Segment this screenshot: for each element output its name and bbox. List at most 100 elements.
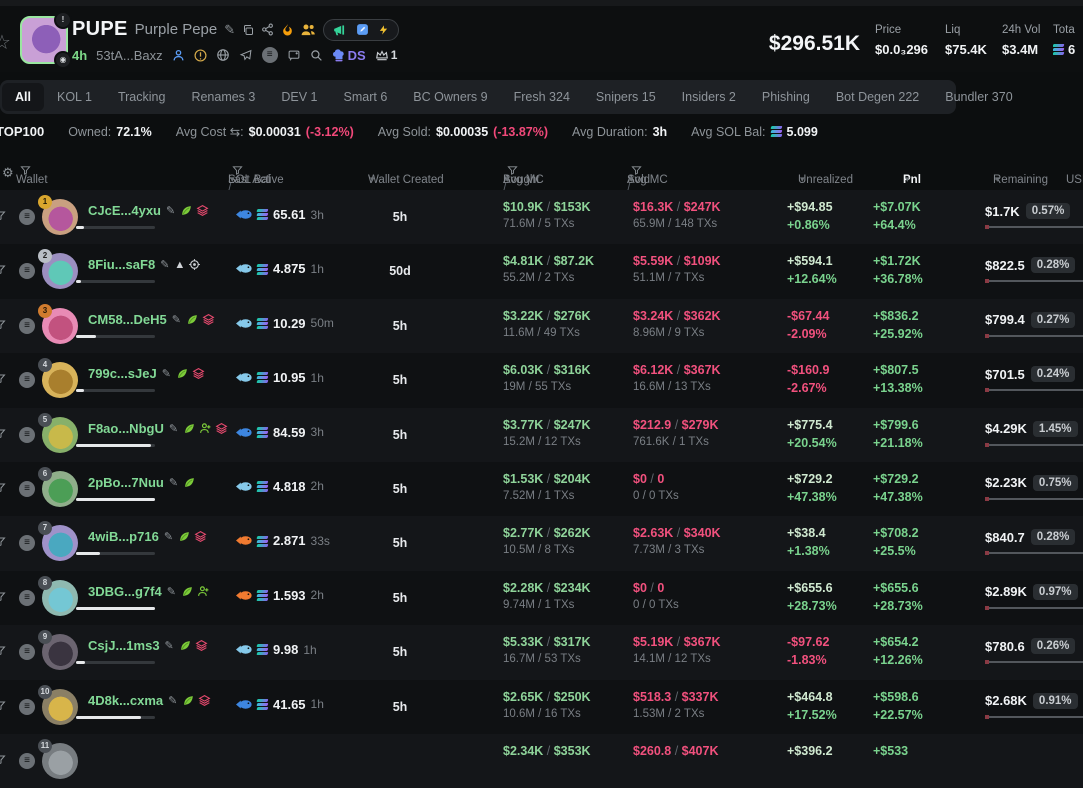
explorer-list-icon[interactable]: ≡ (19, 480, 35, 497)
tab-fresh-324[interactable]: Fresh 324 (513, 90, 570, 104)
filter-icon[interactable] (20, 165, 31, 176)
wallet-avatar[interactable]: 8 (38, 575, 78, 616)
row-filter-icon[interactable] (0, 210, 6, 222)
edit-icon[interactable]: ✎ (168, 694, 178, 707)
table-row[interactable]: ≡ 5 F8ao...NbgU ✎ 84.59 3h 5h $3.77K / $… (0, 407, 1083, 462)
table-row[interactable]: ≡ 10 4D8k...cxma ✎ 41.65 1h 5h $2.65K / … (0, 679, 1083, 734)
search-icon[interactable] (310, 49, 323, 62)
table-row[interactable]: ≡ 1 CJcE...4yxu ✎ 65.61 3h 5h $10.9K / $… (0, 190, 1083, 245)
filter-icon[interactable] (507, 165, 518, 176)
edit-icon[interactable]: ✎ (163, 531, 174, 544)
edit-icon[interactable]: ✎ (161, 368, 171, 381)
col-sol-bal-last-active[interactable]: SOL Bal ▾ / Last Active ▾ (228, 165, 284, 195)
explorer-list-icon[interactable]: ≡ (19, 644, 35, 661)
explorer-list-icon[interactable]: ≡ (261, 47, 278, 63)
table-row[interactable]: ≡ 3 CM58...DeH5 ✎ 10.29 50m 5h $3.22K / … (0, 298, 1083, 354)
tab-tracking[interactable]: Tracking (117, 90, 166, 104)
table-row[interactable]: ≡ 8 3DBG...g7f4 ✎ 1.593 2h 5h $2.28K / $… (0, 570, 1083, 626)
wallet-address-link[interactable]: 4D8k...cxma (88, 692, 164, 708)
tab-renames-3[interactable]: Renames 3 (191, 90, 256, 104)
explorer-list-icon[interactable]: ≡ (19, 263, 35, 280)
edit-icon[interactable]: ✎ (224, 21, 236, 37)
table-row[interactable]: ≡ 6 2pBo...7Nuu ✎ 4.818 2h 5h $1.53K / $… (0, 461, 1083, 517)
row-filter-icon[interactable] (0, 264, 6, 276)
wallet-avatar[interactable]: 11 (38, 738, 78, 779)
tab-dev-1[interactable]: DEV 1 (281, 90, 318, 104)
edit-icon[interactable]: ✎ (166, 585, 176, 598)
gear-icon[interactable]: ⚙ (2, 165, 14, 180)
copy-icon[interactable] (242, 24, 254, 36)
row-filter-icon[interactable] (0, 482, 6, 494)
wallet-address-link[interactable]: 799c...sJeJ (88, 366, 157, 382)
explorer-list-icon[interactable]: ≡ (19, 426, 35, 443)
tab-all[interactable]: All (2, 83, 44, 111)
edit-icon[interactable]: ✎ (168, 422, 179, 435)
table-row[interactable]: ≡ 2 8Fiu...saF8 ✎ ▲ 4.875 1h 50d $4.81K … (0, 244, 1083, 299)
edit-icon[interactable]: ✎ (166, 205, 176, 217)
wallet-address-link[interactable]: 3DBG...g7f4 (88, 583, 162, 599)
wallet-address-link[interactable]: CsjJ...1ms3 (88, 638, 160, 654)
favorite-star-icon[interactable]: ☆ (0, 32, 11, 54)
wallet-avatar[interactable]: 3 (38, 303, 78, 344)
row-filter-icon[interactable] (0, 591, 6, 603)
explorer-list-icon[interactable]: ≡ (19, 317, 35, 334)
explorer-list-icon[interactable]: ≡ (19, 589, 35, 606)
col-wallet[interactable]: Wallet (16, 165, 48, 186)
edit-icon[interactable]: ✎ (171, 313, 181, 326)
dex-screener-chip[interactable]: DS (332, 48, 366, 63)
token-avatar[interactable]: ! ◉ (20, 11, 72, 69)
share-icon[interactable] (261, 23, 274, 36)
row-filter-icon[interactable] (0, 754, 6, 766)
wallet-avatar[interactable]: 9 (38, 630, 78, 671)
row-filter-icon[interactable] (0, 428, 6, 440)
wallet-avatar[interactable]: 2 (38, 249, 78, 290)
tab-bundler-370[interactable]: Bundler 370 (945, 90, 1013, 104)
explorer-list-icon[interactable]: ≡ (19, 372, 35, 389)
wallet-avatar[interactable]: 7 (38, 521, 78, 562)
row-filter-icon[interactable] (0, 700, 6, 712)
explorer-list-icon[interactable]: ≡ (19, 209, 35, 225)
wallet-avatar[interactable]: 1 (38, 195, 78, 235)
col-sold-avg-mc[interactable]: Sold ▾ / Avg MC ▾ (627, 165, 668, 195)
token-contract[interactable]: 53tA...Baxz (96, 47, 163, 63)
table-row[interactable]: ≡ 4 799c...sJeJ ✎ 10.95 1h 5h $6.03K / $… (0, 353, 1083, 408)
edit-icon[interactable]: ✎ (160, 259, 170, 272)
telegram-icon[interactable] (239, 49, 253, 62)
filter-icon[interactable] (232, 165, 243, 176)
col-bought-avg-mc[interactable]: Bought ▾ / Avg MC ▾ (503, 165, 544, 195)
lightning-icon[interactable] (378, 23, 389, 37)
row-filter-icon[interactable] (0, 373, 6, 385)
tab-bot-degen-222[interactable]: Bot Degen 222 (835, 90, 920, 104)
wallet-avatar[interactable]: 4 (38, 358, 78, 399)
warning-circle-icon[interactable] (194, 48, 207, 62)
dev-person-icon[interactable] (172, 49, 185, 62)
website-globe-icon[interactable] (216, 48, 230, 62)
table-row[interactable]: ≡ 7 4wiB...p716 ✎ 2.871 33s 5h $2.77K / … (0, 516, 1083, 571)
edit-icon[interactable]: ✎ (168, 476, 179, 489)
row-filter-icon[interactable] (0, 319, 6, 331)
explorer-list-icon[interactable]: ≡ (19, 698, 35, 715)
tab-kol-1[interactable]: KOL 1 (56, 90, 92, 104)
table-row[interactable]: ≡ 9 CsjJ...1ms3 ✎ 9.98 1h 5h $5.33K / $3… (0, 625, 1083, 680)
wallet-avatar[interactable]: 5 (38, 412, 78, 453)
wallet-address-link[interactable]: 8Fiu...saF8 (88, 257, 156, 273)
wallet-avatar[interactable]: 6 (38, 466, 78, 507)
explorer-list-icon[interactable]: ≡ (19, 535, 35, 552)
edit-icon[interactable]: ✎ (164, 640, 174, 653)
tab-bc-owners-9[interactable]: BC Owners 9 (413, 90, 488, 104)
filter-icon[interactable] (631, 165, 642, 176)
wallet-address-link[interactable]: F8ao...NbgU (88, 420, 164, 436)
tab-insiders-2[interactable]: Insiders 2 (681, 90, 736, 104)
wallet-address-link[interactable]: CM58...DeH5 (88, 311, 167, 327)
row-filter-icon[interactable] (0, 536, 6, 548)
wallet-address-link[interactable]: 4wiB...p716 (88, 529, 159, 545)
tab-phishing[interactable]: Phishing (761, 90, 810, 104)
tab-snipers-15[interactable]: Snipers 15 (595, 90, 656, 104)
shield-edit-icon[interactable] (356, 23, 369, 36)
wallet-address-link[interactable]: CJcE...4yxu (88, 203, 161, 218)
table-row[interactable]: ≡ 11 ✎ $2.34K / $353K $260.8 / $407K +$3… (0, 733, 1083, 788)
explorer-list-icon[interactable]: ≡ (19, 752, 35, 769)
chat-plus-icon[interactable] (287, 49, 301, 62)
tab-smart-6[interactable]: Smart 6 (343, 90, 388, 104)
megaphone-icon[interactable] (333, 24, 347, 36)
